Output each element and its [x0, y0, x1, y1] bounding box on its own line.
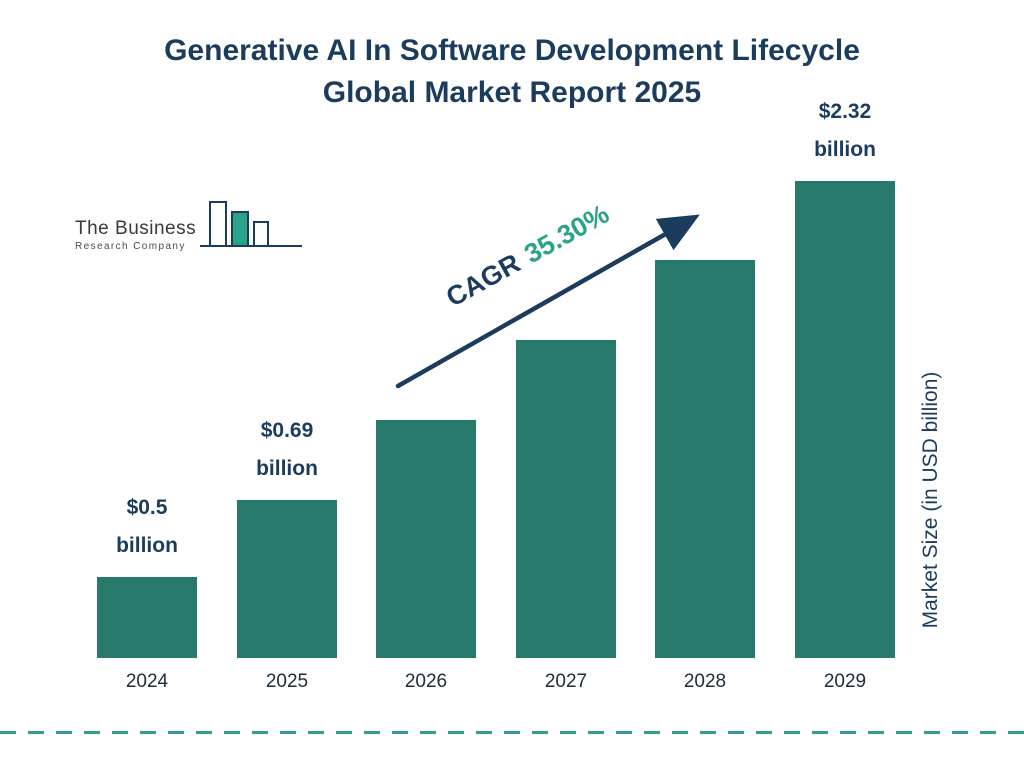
bottom-dashed-divider: [0, 731, 1024, 734]
bar-chart: 2024 $0.5 billion 2025 $0.69 billion 2026 2027 2…: [97, 100, 897, 692]
page-title-line2: Global Market Report 2025: [322, 76, 702, 109]
y-axis-label: Market Size (in USD billion): [919, 371, 942, 629]
logo-name: The Business: [75, 218, 197, 239]
bar-2024: [97, 577, 197, 658]
page-title-line1: Generative AI In Software Development Li…: [164, 34, 860, 67]
logo-subname: Research Company: [75, 241, 186, 252]
bar-2028: [655, 260, 755, 658]
bar-2029: [795, 181, 895, 658]
bar-2026: [376, 420, 476, 658]
x-axis-label-2024: 2024: [125, 671, 169, 692]
page-title: Generative AI In Software Development Li…: [0, 30, 1024, 114]
bar-value-label-2024: $0.5 billion: [116, 496, 178, 557]
company-logo-text: The Business Research Company: [75, 218, 196, 258]
x-axis-label-2027: 2027: [544, 671, 588, 692]
company-logo: The Business Research Company: [75, 196, 304, 258]
x-axis-label-2028: 2028: [683, 671, 727, 692]
bar-value-label-2025: $0.69 billion: [256, 419, 318, 480]
bar-2027: [516, 340, 616, 658]
x-axis-label-2026: 2026: [404, 671, 448, 692]
x-axis-label-2029: 2029: [823, 671, 867, 692]
x-axis-label-2025: 2025: [265, 671, 309, 692]
logo-bar-chart-icon: [200, 201, 303, 247]
bar-2025: [237, 500, 337, 658]
bar-value-label-2029: $2.32 billion: [814, 100, 876, 161]
